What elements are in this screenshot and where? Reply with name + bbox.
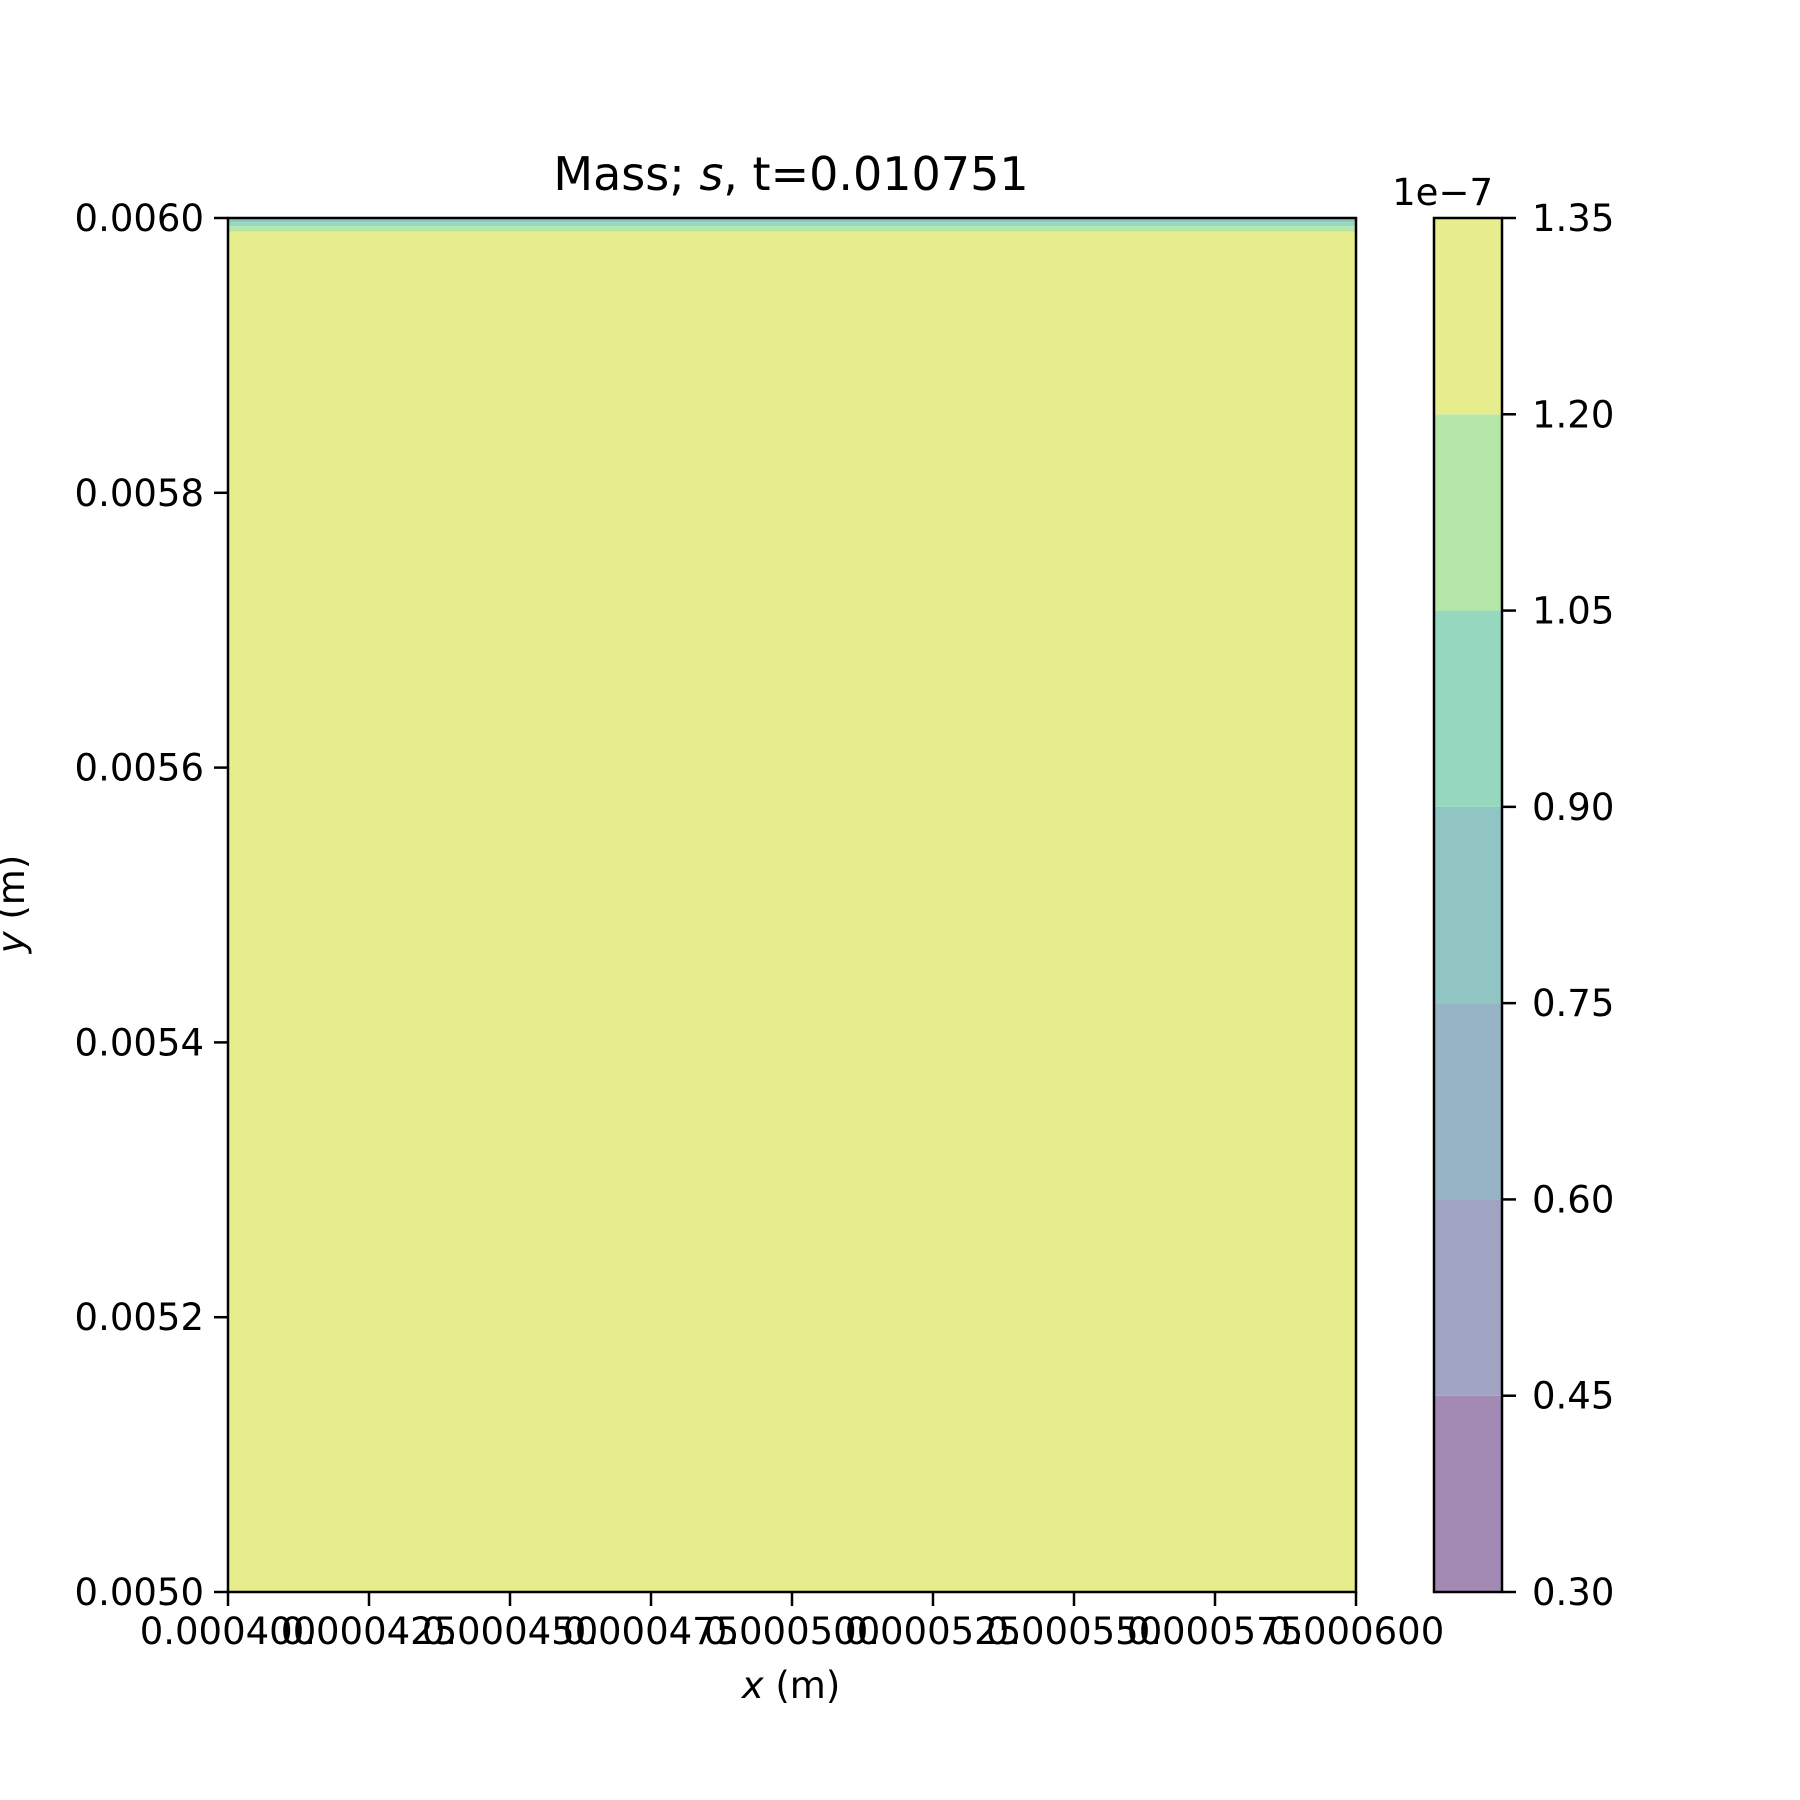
y-tick-label: 0.0052	[75, 1296, 204, 1339]
contour-band-1	[228, 226, 1356, 232]
colorbar-tick-label: 0.45	[1532, 1375, 1614, 1418]
contour-band-2	[228, 222, 1356, 227]
colorbar-swatch-6	[1434, 218, 1502, 415]
colorbar-tick-label: 0.60	[1532, 1178, 1614, 1221]
y-tick-label: 0.0056	[75, 747, 204, 790]
colorbar-swatch-4	[1434, 610, 1502, 807]
x-tick-label: 0.000425	[281, 1610, 458, 1653]
x-tick-label: 0.000400	[140, 1610, 317, 1653]
contour-band-0	[228, 231, 1356, 1593]
y-axis: 0.0050 0.0052 0.0054 0.0056 0.0058 0.0060	[75, 197, 228, 1614]
colorbar-tick-label: 1.05	[1532, 590, 1614, 633]
colorbar-tick-label: 0.75	[1532, 982, 1614, 1025]
colorbar-swatch-1	[1434, 1199, 1502, 1396]
y-tick-label: 0.0058	[75, 472, 204, 515]
colorbar-swatch-2	[1434, 1003, 1502, 1200]
colorbar-swatch-0	[1434, 1395, 1502, 1592]
x-tick-label: 0.000450	[422, 1610, 599, 1653]
x-tick-label: 0.000550	[986, 1610, 1163, 1653]
colorbar-swatch-5	[1434, 414, 1502, 611]
y-tick-label: 0.0050	[75, 1571, 204, 1614]
x-tick-label: 0.000525	[845, 1610, 1022, 1653]
colorbar: 0.30 0.45 0.60 0.75 0.90 1.05 1.20 1.35	[1432, 197, 1614, 1614]
colorbar-frame	[1432, 216, 1504, 1594]
plot-area	[226, 216, 1358, 1594]
y-tick-label: 0.0054	[75, 1021, 204, 1064]
colorbar-tick-label: 0.30	[1532, 1571, 1614, 1614]
colorbar-offset-label: 1e−7	[1392, 171, 1493, 214]
y-axis-label: y (m)	[0, 855, 33, 955]
chart-title: Mass; s, t=0.010751	[553, 147, 1028, 201]
x-tick-label: 0.000500	[704, 1610, 881, 1653]
x-axis-label: x (m)	[741, 1664, 841, 1707]
y-tick-label: 0.0060	[75, 197, 204, 240]
contour-band-3	[228, 218, 1356, 223]
colorbar-tick-label: 1.35	[1532, 197, 1614, 240]
x-tick-label: 0.000600	[1268, 1610, 1445, 1653]
x-axis: 0.0004000.0004250.0004500.0004750.000500…	[140, 1592, 1445, 1653]
colorbar-swatch-3	[1434, 806, 1502, 1004]
x-tick-label: 0.000475	[563, 1610, 740, 1653]
colorbar-tick-label: 1.20	[1532, 393, 1614, 436]
colorbar-tick-label: 0.90	[1532, 786, 1614, 829]
x-tick-label: 0.000575	[1127, 1610, 1304, 1653]
